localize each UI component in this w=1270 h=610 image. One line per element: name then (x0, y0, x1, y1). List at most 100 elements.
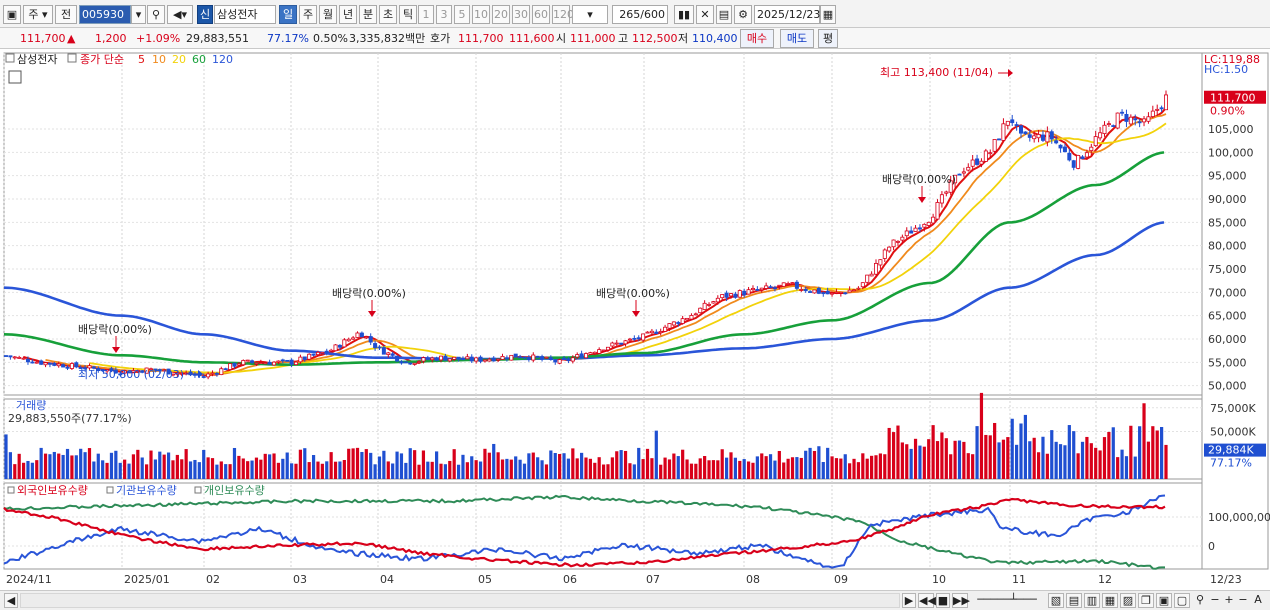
y-axis-label: 55,000 (1208, 356, 1247, 369)
table-icon[interactable]: ▦ (1102, 593, 1118, 608)
stock-code-input[interactable]: 005930 (79, 5, 131, 24)
sell-button[interactable]: 매도 (780, 29, 814, 48)
volume-bar (1036, 452, 1041, 479)
candle-body (1142, 118, 1147, 123)
calendar-icon[interactable]: ▦ (820, 5, 836, 24)
candle-type-icon[interactable]: ▮▮ (674, 5, 694, 24)
period-tab[interactable]: 분 (359, 5, 377, 24)
speaker-icon[interactable]: ◀▾ (167, 5, 193, 24)
date-field[interactable]: 2025/12/23 (754, 5, 820, 24)
volume-bar (241, 458, 245, 479)
interval-button[interactable]: 3 (436, 5, 452, 24)
volume-bar (210, 458, 215, 479)
scroll-track[interactable] (20, 593, 900, 608)
layout-icon[interactable]: ▧ (1048, 593, 1064, 608)
period-tab[interactable]: 일 (279, 5, 297, 24)
interval-button[interactable]: 60 (532, 5, 550, 24)
period-tab[interactable]: 주 (299, 5, 317, 24)
interval-button[interactable]: 10 (472, 5, 490, 24)
volume-bars (4, 392, 1168, 479)
candle-body (935, 202, 940, 220)
ma-legend-item: 120 (212, 53, 233, 66)
data-count-field[interactable]: 265/600 (612, 5, 668, 24)
scroll-left-icon[interactable]: ◀ (4, 593, 18, 608)
gear-icon[interactable]: ⚙ (734, 5, 752, 24)
font-size-icon[interactable]: A (1254, 593, 1262, 606)
candle-body (500, 356, 505, 360)
candle-body (860, 282, 865, 288)
code-dropdown-icon[interactable]: ▾ (131, 5, 146, 24)
volume-bar (364, 449, 368, 479)
candle-body (315, 351, 320, 356)
interval-button[interactable]: 5 (454, 5, 470, 24)
zoom-out-icon[interactable]: − (1210, 593, 1220, 606)
volume-bar (197, 462, 201, 479)
volume-bar (369, 452, 373, 479)
interval-button[interactable]: 120 (552, 5, 574, 24)
candle-body (531, 354, 536, 361)
candle-body (724, 292, 729, 298)
legend-marker (106, 486, 114, 494)
candle-body (1150, 110, 1155, 117)
holding-legend-item: 외국인보유수량 (17, 484, 88, 497)
candle-body (847, 289, 852, 293)
period-tab[interactable]: 초 (379, 5, 397, 24)
zoom-icon[interactable]: ⚲ (1195, 593, 1205, 606)
scroll-right-icon[interactable]: ▶ (902, 593, 916, 608)
save-icon[interactable]: ▤ (716, 5, 732, 24)
candle-body (144, 367, 149, 374)
stop-icon[interactable]: ■ (936, 593, 950, 608)
chart-menu-icon[interactable]: ▣ (3, 5, 21, 24)
candle-body (250, 360, 255, 363)
print-icon[interactable]: ▣ (1156, 593, 1172, 608)
eval-button[interactable]: 평 (818, 29, 838, 48)
zoom-in-icon[interactable]: + (1224, 593, 1234, 606)
period-tab[interactable]: 월 (319, 5, 337, 24)
candle-body (961, 171, 966, 174)
copy-icon[interactable]: ❐ (1138, 593, 1154, 608)
candle-body (368, 336, 373, 343)
volume-bar (30, 462, 34, 479)
interval-custom-select[interactable]: ▾ (572, 5, 608, 24)
candle-body (1098, 132, 1103, 139)
volume-bar (26, 460, 30, 479)
search-icon[interactable]: ⚲ (147, 5, 165, 24)
x-axis-label: 05 (478, 573, 492, 586)
volume-bar (768, 454, 773, 479)
candle-body (707, 303, 712, 306)
volume-bar (689, 463, 694, 479)
volume-bar (79, 448, 83, 479)
period-tab[interactable]: 틱 (399, 5, 417, 24)
window-icon[interactable]: ▢ (1174, 593, 1190, 608)
split-icon[interactable]: ▥ (1084, 593, 1100, 608)
pattern-icon[interactable]: ▨ (1120, 593, 1136, 608)
volume-bar (799, 457, 803, 479)
volume-bar (290, 463, 294, 479)
interval-button[interactable]: 1 (418, 5, 434, 24)
candle-body (970, 159, 975, 167)
zoom-slider[interactable]: ─────┴─── (977, 593, 1037, 606)
volume-bar (487, 452, 491, 479)
interval-button[interactable]: 30 (512, 5, 530, 24)
minus-icon[interactable]: − (1238, 593, 1248, 606)
interval-button[interactable]: 20 (492, 5, 510, 24)
volume-bar (426, 461, 430, 479)
crosshair-icon[interactable]: ✕ (696, 5, 714, 24)
volume-bar (1058, 444, 1063, 479)
buy-button[interactable]: 매수 (740, 29, 774, 48)
period-unit-select[interactable]: 주 ▾ (23, 5, 53, 24)
period-tab[interactable]: 년 (339, 5, 357, 24)
stock-name-field[interactable]: 삼성전자 (214, 5, 276, 24)
volume-bar (70, 455, 74, 479)
compare-icon[interactable]: ▤ (1066, 593, 1082, 608)
candle-body (895, 240, 900, 243)
fast-forward-icon[interactable]: ▶▶ (952, 593, 970, 608)
candle-body (109, 368, 114, 372)
stock-chart[interactable]: 2024/11 2025/01 02 03 04 05 06 07 08 09 10 11 12 12/2… (0, 49, 1270, 590)
rewind-icon[interactable]: ◀◀ (918, 593, 936, 608)
candle-body (759, 287, 764, 291)
candle-body (1023, 131, 1028, 134)
volume-bar (514, 456, 518, 479)
prev-button[interactable]: 전 (55, 5, 77, 24)
candle-body (399, 361, 404, 364)
